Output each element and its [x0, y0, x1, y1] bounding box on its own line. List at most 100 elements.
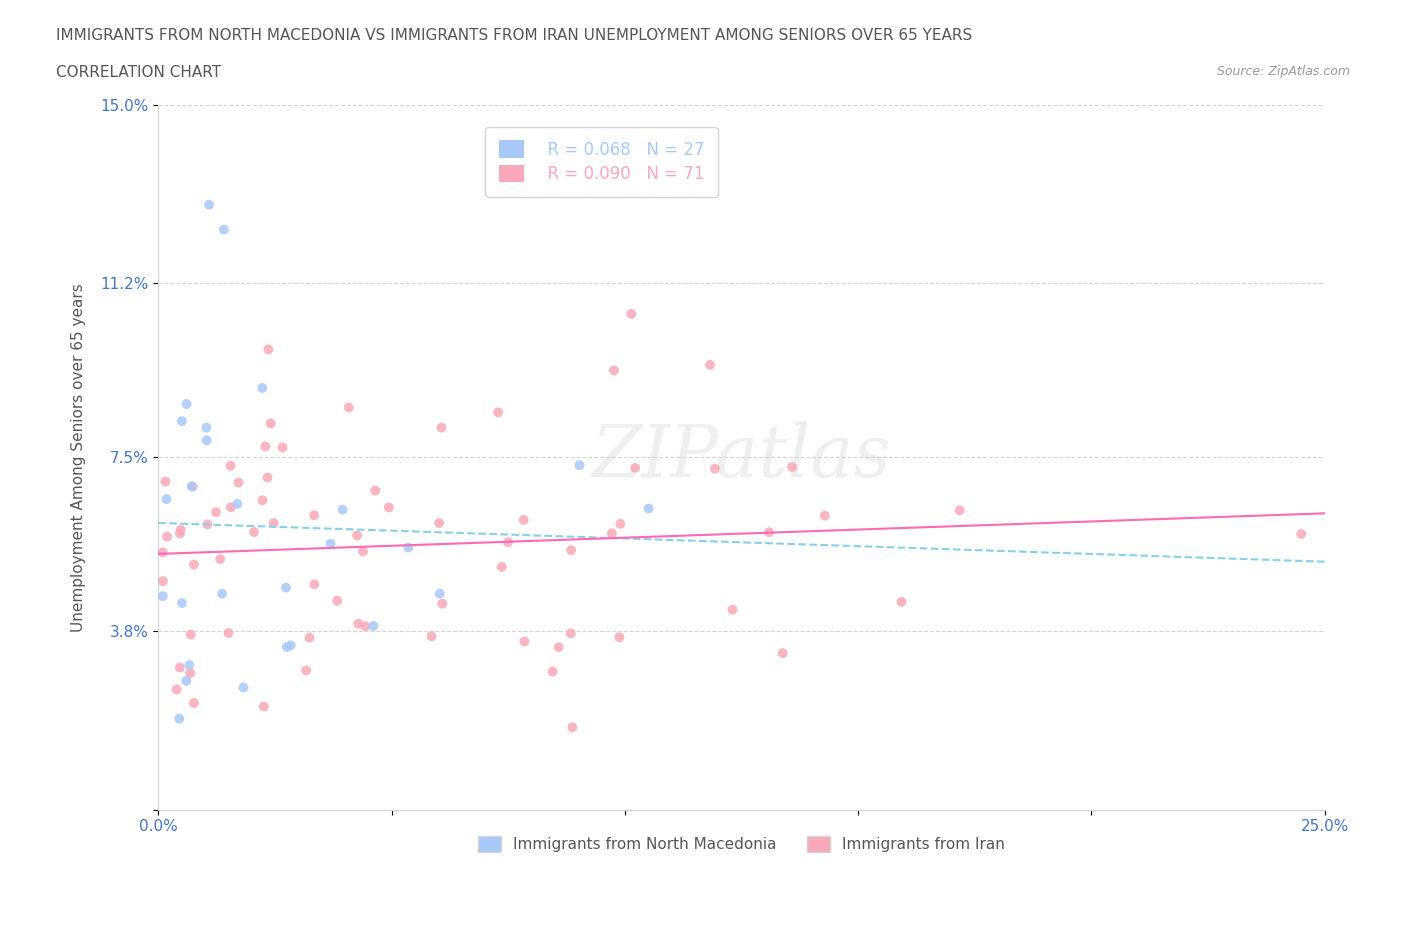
- Point: [212, 222, 235, 237]
- Point: [352, 544, 374, 559]
- Point: [209, 551, 232, 566]
- Point: [180, 479, 202, 494]
- Point: [513, 634, 536, 649]
- Point: [197, 517, 219, 532]
- Point: [429, 586, 451, 601]
- Point: [176, 396, 198, 411]
- Point: [211, 586, 233, 601]
- Point: [218, 626, 240, 641]
- Point: [496, 535, 519, 550]
- Point: [364, 484, 387, 498]
- Point: [620, 306, 643, 321]
- Point: [603, 363, 626, 378]
- Point: [176, 673, 198, 688]
- Point: [560, 543, 582, 558]
- Point: [271, 440, 294, 455]
- Point: [228, 475, 250, 490]
- Point: [337, 400, 360, 415]
- Point: [254, 439, 277, 454]
- Point: [319, 537, 342, 551]
- Point: [814, 508, 837, 523]
- Point: [243, 525, 266, 539]
- Point: [252, 493, 274, 508]
- Point: [169, 526, 191, 541]
- Point: [491, 560, 513, 575]
- Point: [699, 357, 721, 372]
- Point: [167, 711, 190, 726]
- Point: [541, 664, 564, 679]
- Point: [703, 461, 725, 476]
- Point: [179, 666, 201, 681]
- Point: [263, 515, 285, 530]
- Point: [276, 640, 298, 655]
- Point: [195, 432, 218, 447]
- Point: [152, 545, 174, 560]
- Point: [396, 540, 419, 555]
- Point: [183, 696, 205, 711]
- Point: [183, 557, 205, 572]
- Point: [427, 515, 450, 530]
- Point: [257, 342, 280, 357]
- Point: [326, 593, 349, 608]
- Point: [169, 660, 191, 675]
- Point: [256, 470, 278, 485]
- Point: [219, 499, 242, 514]
- Point: [156, 529, 179, 544]
- Point: [1291, 526, 1313, 541]
- Text: CORRELATION CHART: CORRELATION CHART: [56, 65, 221, 80]
- Point: [432, 596, 454, 611]
- Point: [219, 458, 242, 473]
- Point: [624, 460, 647, 475]
- Point: [363, 618, 385, 633]
- Point: [260, 416, 283, 431]
- Point: [152, 589, 174, 604]
- Point: [253, 699, 276, 714]
- Point: [609, 516, 631, 531]
- Point: [166, 682, 188, 697]
- Point: [226, 497, 249, 512]
- Point: [346, 528, 368, 543]
- Text: Source: ZipAtlas.com: Source: ZipAtlas.com: [1216, 65, 1350, 78]
- Point: [302, 508, 325, 523]
- Point: [152, 574, 174, 589]
- Point: [304, 577, 326, 591]
- Point: [600, 525, 623, 540]
- Point: [560, 626, 582, 641]
- Point: [780, 459, 803, 474]
- Text: ZIPatlas: ZIPatlas: [592, 422, 891, 492]
- Text: IMMIGRANTS FROM NORTH MACEDONIA VS IMMIGRANTS FROM IRAN UNEMPLOYMENT AMONG SENIO: IMMIGRANTS FROM NORTH MACEDONIA VS IMMIG…: [56, 28, 973, 43]
- Point: [378, 500, 401, 515]
- Legend: Immigrants from North Macedonia, Immigrants from Iran: Immigrants from North Macedonia, Immigra…: [472, 830, 1011, 858]
- Point: [170, 414, 193, 429]
- Point: [949, 503, 972, 518]
- Point: [298, 631, 321, 645]
- Point: [170, 595, 193, 610]
- Y-axis label: Unemployment Among Seniors over 65 years: Unemployment Among Seniors over 65 years: [72, 283, 86, 631]
- Point: [430, 420, 453, 435]
- Point: [347, 617, 370, 631]
- Point: [232, 680, 254, 695]
- Point: [181, 479, 204, 494]
- Point: [637, 501, 659, 516]
- Point: [568, 458, 591, 472]
- Point: [274, 580, 297, 595]
- Point: [512, 512, 534, 527]
- Point: [486, 405, 509, 419]
- Point: [561, 720, 583, 735]
- Point: [205, 505, 228, 520]
- Point: [180, 627, 202, 642]
- Point: [332, 502, 354, 517]
- Point: [155, 474, 177, 489]
- Point: [890, 594, 912, 609]
- Point: [280, 638, 302, 653]
- Point: [721, 603, 744, 618]
- Point: [295, 663, 318, 678]
- Point: [169, 523, 191, 538]
- Point: [252, 380, 274, 395]
- Point: [198, 197, 221, 212]
- Point: [609, 630, 631, 644]
- Point: [420, 629, 443, 644]
- Point: [772, 645, 794, 660]
- Point: [354, 618, 377, 633]
- Point: [758, 525, 780, 539]
